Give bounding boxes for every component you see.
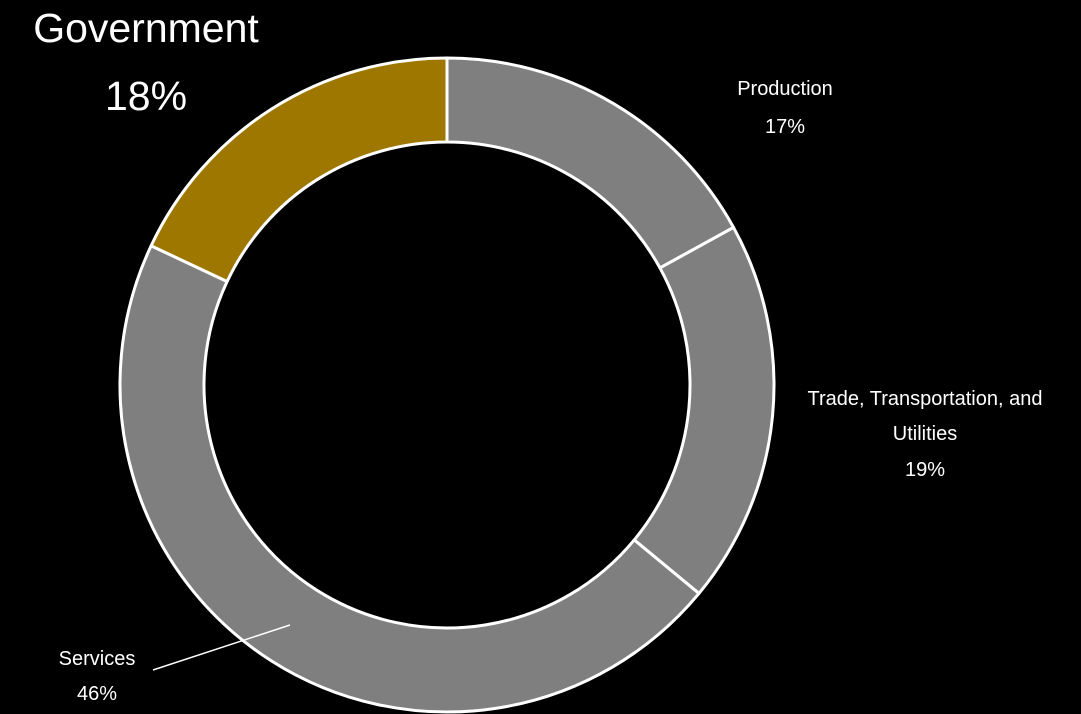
- label-government-name: Government: [33, 5, 259, 51]
- label-production-value: 17%: [765, 116, 805, 138]
- label-trade-name-line1: Trade, Transportation, and: [808, 388, 1043, 410]
- label-trade-name-line2: Utilities: [893, 423, 957, 445]
- donut-slices: [118, 56, 776, 714]
- label-production-name: Production: [737, 78, 833, 100]
- label-trade-value: 19%: [905, 459, 945, 481]
- slice-services: [118, 244, 701, 714]
- slice-government: [149, 56, 449, 284]
- slice-production: [445, 56, 736, 270]
- slice-trade-transportation-and-utilities: [632, 225, 776, 595]
- leader-line-services: [152, 624, 291, 671]
- label-services: Services 46%: [59, 624, 291, 705]
- label-services-value: 46%: [77, 683, 117, 705]
- label-government: Government 18%: [33, 5, 259, 119]
- label-services-name: Services: [59, 648, 136, 670]
- label-government-value: 18%: [105, 73, 187, 119]
- label-trade: Trade, Transportation, and Utilities 19%: [808, 388, 1043, 481]
- label-production: Production 17%: [737, 78, 833, 138]
